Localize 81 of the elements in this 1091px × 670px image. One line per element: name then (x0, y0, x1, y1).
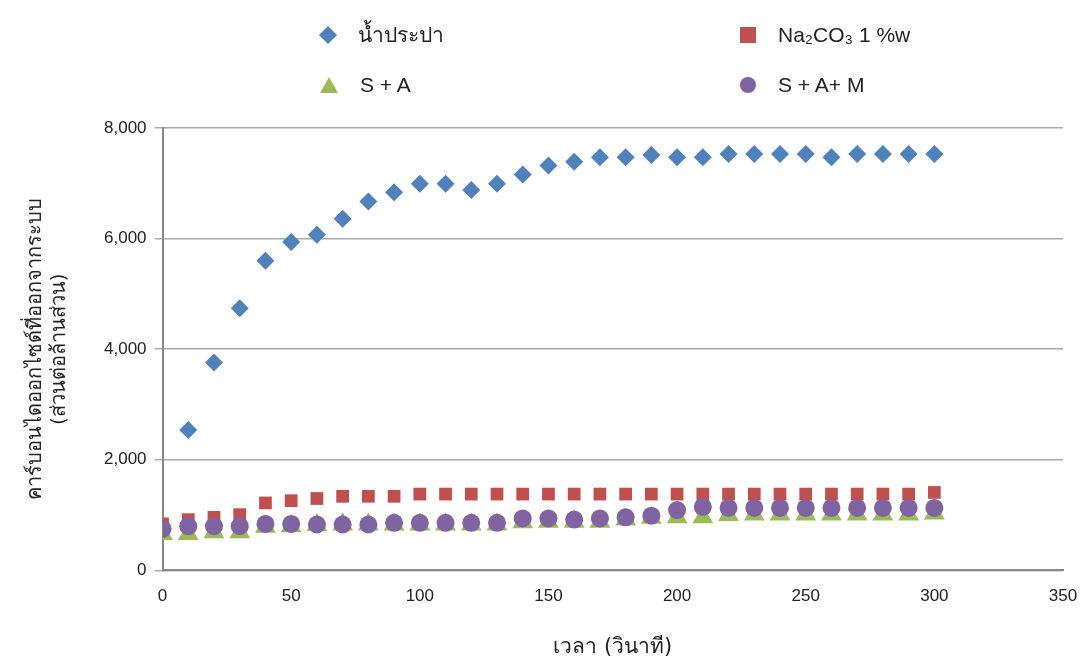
point (513, 165, 532, 184)
point (873, 144, 892, 163)
x-tick-label: 150 (534, 586, 563, 606)
point (616, 148, 635, 167)
point (642, 146, 661, 165)
point (848, 498, 867, 517)
point (925, 144, 944, 163)
point (488, 174, 506, 193)
point (928, 486, 941, 499)
x-tick-label: 100 (405, 586, 434, 606)
point (719, 144, 738, 163)
point (796, 498, 815, 517)
point (747, 487, 761, 501)
x-tick-label: 300 (920, 586, 949, 606)
legend-label: Na₂CO₃ 1 %w (778, 22, 911, 47)
x-tick-label: 50 (281, 586, 301, 606)
point (310, 492, 324, 505)
point (284, 494, 298, 508)
x-tick-label: 0 (157, 586, 168, 606)
point (668, 501, 687, 520)
point (902, 487, 915, 501)
point (796, 144, 815, 163)
point (850, 487, 864, 501)
point (719, 498, 738, 517)
point (462, 180, 481, 199)
point (410, 174, 429, 193)
point (799, 487, 813, 501)
point (693, 148, 712, 167)
point (899, 498, 918, 517)
point (516, 487, 530, 501)
point (282, 232, 301, 251)
x-tick-label: 250 (791, 586, 820, 606)
point (307, 225, 326, 244)
point (179, 420, 198, 439)
point (436, 174, 455, 193)
point (619, 487, 632, 501)
y-tick-label: 2,000 (103, 449, 147, 469)
point (439, 487, 452, 501)
point (745, 144, 764, 163)
point (464, 487, 478, 501)
legend-label: น้ำประปา (358, 19, 444, 48)
point (542, 487, 555, 501)
point (179, 517, 198, 536)
point (745, 498, 764, 517)
y-tick-label: 0 (137, 560, 147, 580)
point (413, 487, 427, 501)
point (565, 152, 584, 171)
point (822, 498, 841, 517)
point (668, 148, 687, 167)
point (822, 148, 841, 167)
point (385, 183, 404, 202)
y-tick-label: 6,000 (103, 228, 147, 248)
x-tick-label: 200 (662, 586, 692, 606)
point (645, 487, 658, 501)
point (362, 489, 375, 503)
point (693, 497, 712, 516)
point (230, 299, 249, 318)
point (722, 487, 735, 501)
point (256, 251, 275, 270)
point (359, 192, 378, 211)
x-axis-title: เวลา (วินาที) (553, 633, 673, 658)
point (567, 487, 581, 501)
legend-label: S + A (360, 73, 411, 97)
point (771, 498, 789, 517)
point (848, 144, 867, 163)
y-tick-label: 8,000 (103, 117, 147, 137)
y-tick-label: 4,000 (103, 338, 147, 358)
point (590, 148, 609, 167)
point (259, 496, 272, 510)
y-axis-title: คาร์บอนไดออกไซด์ที่ออกจากระบบ (ส่วนต่อล้านส่วน) (20, 198, 71, 501)
point (899, 144, 918, 163)
point (333, 209, 352, 228)
point (873, 498, 892, 517)
point (205, 353, 223, 372)
point (387, 489, 401, 503)
point (825, 487, 838, 501)
point (336, 489, 349, 503)
legend-label: S + A+ M (778, 73, 865, 97)
x-tick-label: 350 (1048, 586, 1078, 606)
point (539, 156, 558, 175)
point (771, 144, 789, 163)
